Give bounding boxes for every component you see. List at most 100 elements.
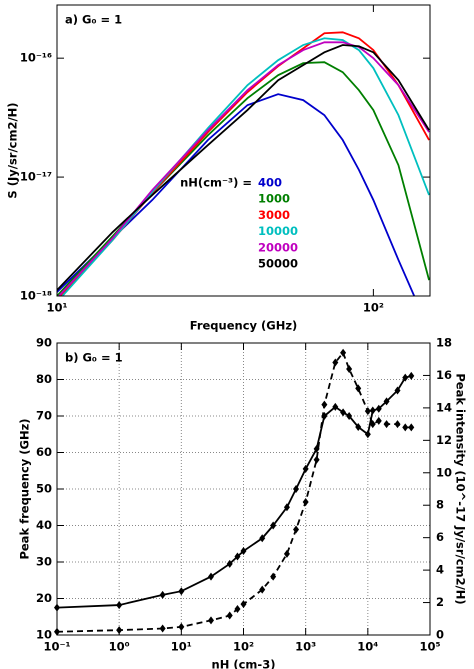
series-line xyxy=(57,44,430,291)
marker xyxy=(346,412,353,420)
marker xyxy=(240,547,247,556)
marker xyxy=(408,423,415,432)
legend-entry: 3000 xyxy=(258,208,290,222)
x-axis-label: nH (cm-3) xyxy=(212,658,276,669)
marker xyxy=(293,485,300,493)
legend-entry: 50000 xyxy=(258,257,298,271)
y2-tick-label: 12 xyxy=(436,433,452,447)
y-tick-label: 10⁻¹⁷ xyxy=(20,170,52,184)
marker xyxy=(116,626,123,635)
marker xyxy=(402,373,409,382)
marker xyxy=(394,420,401,429)
y-tick-label: 80 xyxy=(36,372,52,386)
series-line xyxy=(57,350,412,633)
x-tick-label: 10¹ xyxy=(46,301,67,315)
x-tick-label: 10⁻¹ xyxy=(43,640,70,654)
series-line xyxy=(57,374,412,609)
annotation: a) G₀ = 1 xyxy=(65,13,122,27)
series-line xyxy=(57,41,430,296)
marker xyxy=(178,587,185,596)
marker xyxy=(259,534,266,543)
y-tick-label: 10 xyxy=(36,628,52,642)
series-line xyxy=(61,37,430,296)
marker xyxy=(332,358,339,367)
y-tick-label: 10⁻¹⁶ xyxy=(20,51,52,65)
marker xyxy=(283,503,290,512)
marker xyxy=(302,497,309,506)
y-tick-label: 10⁻¹⁸ xyxy=(20,289,52,303)
plot-frame xyxy=(56,342,431,636)
series-line xyxy=(59,31,430,296)
marker xyxy=(375,404,382,413)
y-axis-label: Peak frequency (GHz) xyxy=(18,418,32,559)
x-tick-label: 10⁴ xyxy=(357,640,378,654)
legend-entry: 1000 xyxy=(258,192,290,206)
marker xyxy=(355,384,362,393)
marker xyxy=(270,572,277,581)
marker xyxy=(234,605,241,614)
marker xyxy=(283,549,290,558)
plot-frame xyxy=(56,4,431,297)
marker xyxy=(364,407,371,416)
y-axis-label: S (Jy/sr/cm2/H) xyxy=(6,102,20,198)
y2-axis-label: Peak intensity (10^-17 Jy/sr/cm2/H) xyxy=(454,373,468,604)
x-tick-label: 10³ xyxy=(295,640,316,654)
marker xyxy=(240,600,247,609)
marker xyxy=(355,422,362,431)
marker xyxy=(408,371,415,380)
y2-tick-label: 2 xyxy=(436,595,444,609)
marker xyxy=(346,364,353,373)
marker xyxy=(402,423,409,432)
series-line xyxy=(57,93,416,296)
marker xyxy=(207,572,214,581)
annotation: b) G₀ = 1 xyxy=(65,351,123,365)
marker xyxy=(116,601,123,610)
y2-tick-label: 4 xyxy=(436,563,444,577)
marker xyxy=(340,348,347,357)
marker xyxy=(302,464,309,473)
marker xyxy=(375,416,382,425)
y2-tick-label: 16 xyxy=(436,368,452,382)
y-tick-label: 30 xyxy=(36,555,52,569)
y-tick-label: 90 xyxy=(36,336,52,350)
marker xyxy=(159,590,166,599)
marker xyxy=(364,430,371,439)
x-tick-label: 10¹ xyxy=(171,640,192,654)
marker xyxy=(293,525,300,534)
y-tick-label: 40 xyxy=(36,518,52,532)
y2-tick-label: 10 xyxy=(436,465,452,479)
legend-entry: 10000 xyxy=(258,224,298,238)
x-axis-label: Frequency (GHz) xyxy=(190,319,298,333)
y-tick-label: 20 xyxy=(36,591,52,605)
y2-tick-label: 0 xyxy=(436,628,444,642)
legend-entry: 20000 xyxy=(258,240,298,254)
marker xyxy=(321,400,328,409)
marker xyxy=(332,402,339,411)
legend-entry: 400 xyxy=(258,176,282,190)
marker xyxy=(226,559,233,568)
y2-tick-label: 8 xyxy=(436,498,444,512)
y-tick-label: 50 xyxy=(36,482,52,496)
marker xyxy=(207,616,214,625)
marker xyxy=(383,397,390,406)
y-tick-label: 70 xyxy=(36,409,52,423)
y2-tick-label: 6 xyxy=(436,530,444,544)
marker xyxy=(178,622,185,631)
y2-tick-label: 14 xyxy=(436,400,452,414)
x-tick-label: 10⁵ xyxy=(419,640,440,654)
marker xyxy=(340,408,347,417)
marker xyxy=(259,585,266,594)
x-tick-label: 10⁰ xyxy=(109,640,130,654)
marker xyxy=(270,521,277,530)
marker xyxy=(234,552,241,561)
marker xyxy=(159,624,166,633)
y-tick-label: 60 xyxy=(36,445,52,459)
marker xyxy=(313,455,320,464)
marker xyxy=(394,386,401,395)
marker xyxy=(383,420,390,429)
x-tick-label: 10² xyxy=(233,640,254,654)
marker xyxy=(226,611,233,620)
y2-tick-label: 18 xyxy=(436,336,452,350)
